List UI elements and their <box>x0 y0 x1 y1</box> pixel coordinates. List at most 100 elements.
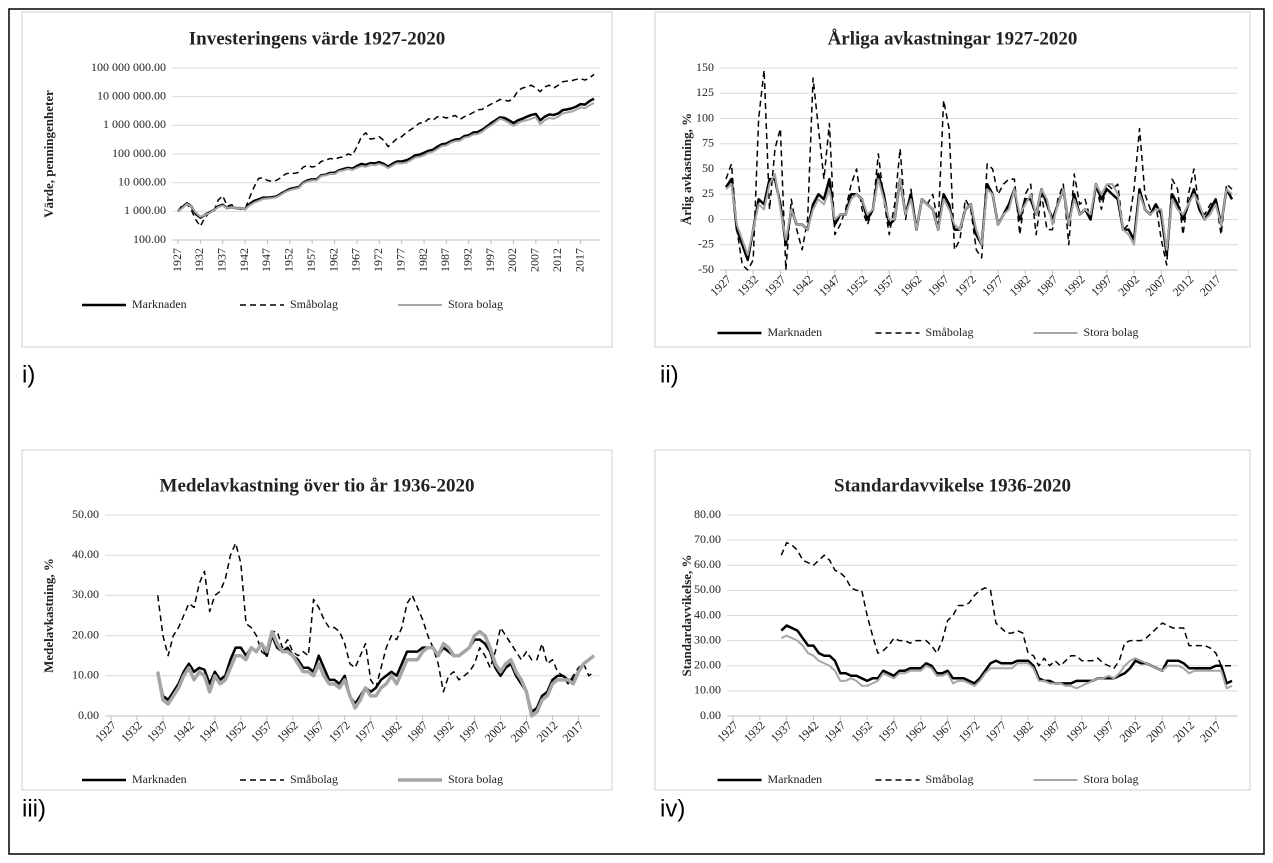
y-tick-label: -50 <box>698 262 714 276</box>
x-tick-label: 1947 <box>822 718 849 745</box>
x-tick-label: 1987 <box>1036 718 1063 745</box>
legend-label: Stora bolag <box>448 772 503 786</box>
x-tick-label: 1997 <box>1088 272 1115 299</box>
x-tick-label: 1987 <box>438 248 452 272</box>
x-tick-label: 1992 <box>461 248 475 272</box>
x-tick-label: 1927 <box>92 718 119 745</box>
y-tick-label: 100 <box>696 110 714 124</box>
x-tick-label: 2012 <box>550 248 564 272</box>
x-tick-label: 2002 <box>1117 718 1144 745</box>
x-tick-label: 1987 <box>1034 272 1061 299</box>
panel-label: i) <box>22 361 35 388</box>
x-tick-label: 2002 <box>1115 272 1142 299</box>
y-tick-label: 100.00 <box>133 232 166 246</box>
x-tick-label: 2012 <box>534 718 561 745</box>
chart-title: Standardavvikelse 1936-2020 <box>834 475 1071 496</box>
legend-label: Småbolag <box>290 772 338 786</box>
legend-label: Småbolag <box>926 325 974 339</box>
y-tick-label: 60.00 <box>694 557 721 571</box>
x-tick-label: 1937 <box>144 718 171 745</box>
y-tick-label: 50.00 <box>694 582 721 596</box>
chart-frame <box>21 11 613 348</box>
y-tick-label: 1 000 000.00 <box>103 117 166 131</box>
chart-title: Medelavkastning över tio år 1936-2020 <box>160 475 475 496</box>
x-tick-label: 1932 <box>734 272 761 299</box>
legend-label: Marknaden <box>132 772 187 786</box>
chart-frame <box>654 449 1251 791</box>
x-tick-label: 1937 <box>214 248 228 272</box>
x-tick-label: 1967 <box>929 718 956 745</box>
series-line <box>177 73 595 228</box>
y-tick-label: 0.00 <box>700 708 721 722</box>
x-tick-label: 1952 <box>282 248 296 272</box>
chart-frame <box>654 11 1251 348</box>
series-line <box>156 629 596 718</box>
y-tick-label: 40.00 <box>72 547 99 561</box>
x-tick-label: 1982 <box>416 248 430 272</box>
x-tick-label: 1937 <box>762 272 789 299</box>
x-tick-label: 1927 <box>170 248 184 272</box>
y-axis-title: Värde, penningenheter <box>41 90 56 218</box>
series-line <box>780 541 1232 670</box>
series-line <box>177 97 595 219</box>
x-tick-label: 1942 <box>237 248 251 272</box>
panel-label: iv) <box>660 795 685 822</box>
x-tick-label: 1942 <box>789 272 816 299</box>
x-tick-label: 1997 <box>456 718 483 745</box>
x-tick-label: 1962 <box>326 248 340 272</box>
outer-border <box>8 8 1265 855</box>
legend-label: Marknaden <box>132 297 187 311</box>
x-tick-label: 1927 <box>707 272 734 299</box>
legend-label: Småbolag <box>926 772 974 786</box>
x-tick-label: 1957 <box>304 248 318 272</box>
x-tick-label: 1947 <box>816 272 843 299</box>
x-tick-label: 1952 <box>843 272 870 299</box>
y-tick-label: 0.00 <box>78 708 99 722</box>
legend-label: Stora bolag <box>1084 772 1139 786</box>
x-tick-label: 1977 <box>393 248 407 272</box>
panel-label: ii) <box>660 361 679 388</box>
x-tick-label: 1952 <box>222 718 249 745</box>
y-tick-label: 70.00 <box>694 532 721 546</box>
y-tick-label: 30.00 <box>72 587 99 601</box>
x-tick-label: 1982 <box>1006 272 1033 299</box>
x-tick-label: 2012 <box>1170 272 1197 299</box>
x-tick-label: 1947 <box>196 718 223 745</box>
legend-label: Stora bolag <box>448 297 503 311</box>
x-tick-label: 2017 <box>572 248 586 272</box>
legend-label: Stora bolag <box>1084 325 1139 339</box>
legend-label: Marknaden <box>768 772 823 786</box>
x-tick-label: 1957 <box>248 718 275 745</box>
y-tick-label: 40.00 <box>694 607 721 621</box>
x-tick-label: 1927 <box>714 718 741 745</box>
x-tick-label: 1982 <box>1009 718 1036 745</box>
x-tick-label: 1962 <box>902 718 929 745</box>
y-axis-title: Medelavkastning, % <box>41 558 56 673</box>
y-tick-label: 75 <box>702 136 714 150</box>
x-tick-label: 1992 <box>1063 718 1090 745</box>
series-line <box>725 69 1233 271</box>
x-tick-label: 1957 <box>870 272 897 299</box>
x-tick-label: 1962 <box>898 272 925 299</box>
y-tick-label: 125 <box>696 85 714 99</box>
x-tick-label: 2017 <box>560 718 587 745</box>
y-tick-label: 10.00 <box>72 668 99 682</box>
y-tick-label: 50.00 <box>72 507 99 521</box>
x-tick-label: 1972 <box>326 718 353 745</box>
x-tick-label: 2002 <box>482 718 509 745</box>
series-line <box>780 624 1233 685</box>
x-tick-label: 1942 <box>795 718 822 745</box>
x-tick-label: 1967 <box>925 272 952 299</box>
series-line <box>725 173 1233 256</box>
x-tick-label: 1997 <box>483 248 497 272</box>
x-tick-label: 1967 <box>300 718 327 745</box>
x-tick-label: 1987 <box>404 718 431 745</box>
y-tick-label: 25 <box>702 186 714 200</box>
chart-title: Årliga avkastningar 1927-2020 <box>828 28 1078 49</box>
x-tick-label: 1992 <box>1061 272 1088 299</box>
y-tick-label: 20.00 <box>694 658 721 672</box>
y-tick-label: 150 <box>696 60 714 74</box>
y-tick-label: 0 <box>708 211 714 225</box>
series-line <box>780 634 1233 690</box>
x-tick-label: 2007 <box>1143 718 1170 745</box>
